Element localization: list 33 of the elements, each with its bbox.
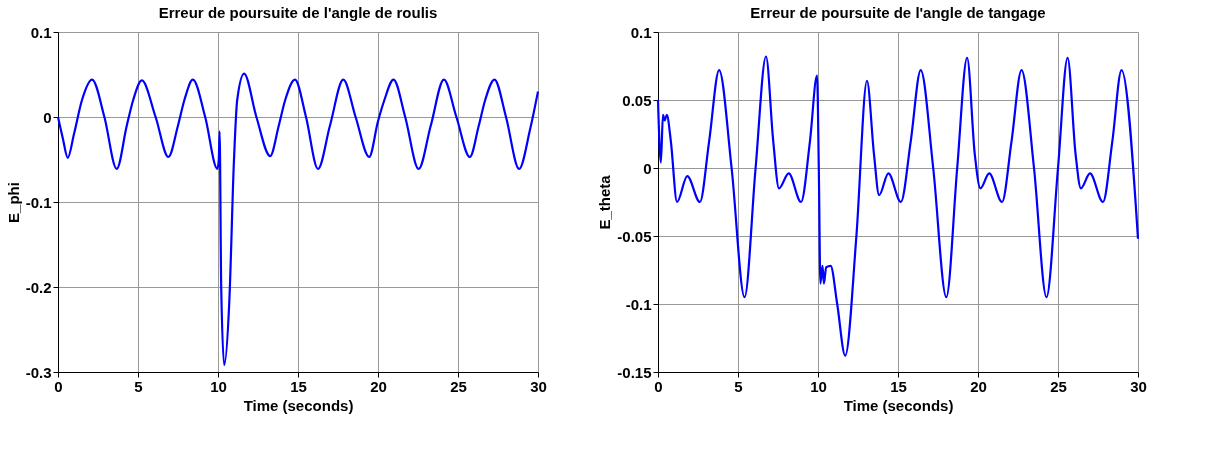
line-series xyxy=(656,55,1140,357)
chart-title: Erreur de poursuite de l'angle de tangage xyxy=(750,4,1046,21)
y-tick-label: -0.15 xyxy=(617,363,652,381)
y-tick-label: 0.05 xyxy=(622,91,652,109)
x-tick-label: 5 xyxy=(134,377,143,395)
x-tick-label: 30 xyxy=(530,377,547,395)
x-tick-label: 15 xyxy=(890,377,907,395)
line-series xyxy=(56,72,540,367)
x-tick-label: 20 xyxy=(970,377,987,395)
x-tick-label: 0 xyxy=(654,377,663,395)
y-tick-label: -0.2 xyxy=(25,278,52,296)
y-tick-label: 0 xyxy=(43,108,52,126)
x-tick-label: 5 xyxy=(734,377,743,395)
y-tick-label: 0 xyxy=(643,159,652,177)
y-tick-label: -0.3 xyxy=(25,363,52,381)
x-tick-label: 0 xyxy=(54,377,63,395)
x-axis-title: Time (seconds) xyxy=(843,396,954,414)
y-tick-label: -0.1 xyxy=(625,295,652,313)
y-tick-label: 0.1 xyxy=(30,23,52,41)
y-axis-title: E_theta xyxy=(596,174,614,230)
y-tick-label: 0.1 xyxy=(630,23,652,41)
x-tick-label: 25 xyxy=(1050,377,1067,395)
y-tick-label: -0.05 xyxy=(617,227,652,245)
x-tick-label: 10 xyxy=(810,377,827,395)
x-tick-label: 30 xyxy=(1130,377,1147,395)
y-axis-title: E_phi xyxy=(4,182,22,223)
y-tick-label: -0.1 xyxy=(25,193,52,211)
x-tick-label: 15 xyxy=(290,377,307,395)
x-tick-label: 20 xyxy=(370,377,387,395)
x-tick-label: 10 xyxy=(210,377,227,395)
chart-title: Erreur de poursuite de l'angle de roulis xyxy=(158,4,438,21)
x-axis-title: Time (seconds) xyxy=(243,396,354,414)
x-tick-label: 25 xyxy=(450,377,467,395)
